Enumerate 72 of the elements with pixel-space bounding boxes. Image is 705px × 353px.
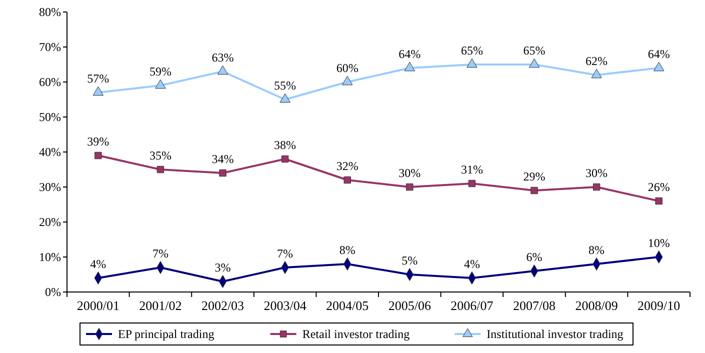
point bbox=[406, 183, 414, 191]
x-tick-label: 2006/07 bbox=[450, 298, 494, 313]
point bbox=[281, 155, 289, 163]
x-tick-label: 2005/06 bbox=[388, 298, 432, 313]
data-label: 7% bbox=[152, 246, 168, 260]
x-tick-label: 2003/04 bbox=[264, 298, 307, 313]
point bbox=[466, 58, 478, 68]
point bbox=[155, 79, 166, 89]
point bbox=[530, 186, 538, 194]
y-tick-label: 70% bbox=[39, 40, 61, 54]
point bbox=[342, 76, 353, 86]
point bbox=[156, 166, 164, 174]
data-label: 32% bbox=[336, 159, 358, 173]
x-tick-label: 2008/09 bbox=[575, 298, 618, 313]
data-label: 62% bbox=[586, 54, 608, 68]
point bbox=[280, 93, 290, 103]
point bbox=[591, 68, 602, 78]
x-tick-label: 2000/01 bbox=[76, 298, 120, 313]
data-label: 7% bbox=[277, 246, 294, 260]
data-label: 10% bbox=[648, 236, 670, 250]
data-label: 65% bbox=[460, 44, 483, 58]
data-label: 57% bbox=[87, 72, 110, 86]
data-label: 59% bbox=[149, 64, 172, 78]
y-tick-label: 80% bbox=[39, 5, 61, 20]
point bbox=[468, 180, 476, 188]
y-tick-label: 20% bbox=[39, 215, 61, 230]
data-label: 6% bbox=[526, 250, 542, 264]
data-label: 26% bbox=[648, 180, 670, 194]
data-label: 38% bbox=[274, 138, 296, 152]
point bbox=[404, 62, 415, 72]
x-tick-label: 2009/10 bbox=[638, 298, 680, 313]
data-label: 63% bbox=[212, 50, 234, 64]
x-tick-label: 2002/03 bbox=[201, 298, 244, 313]
x-tick-label: 2007/08 bbox=[512, 298, 556, 313]
data-label: 5% bbox=[402, 254, 418, 268]
y-tick-label: 0% bbox=[45, 285, 61, 300]
point bbox=[528, 58, 540, 68]
data-label: 4% bbox=[464, 257, 480, 271]
point bbox=[217, 65, 228, 75]
data-label: 64% bbox=[648, 47, 670, 61]
x-tick-label: 2001/02 bbox=[139, 298, 182, 313]
point bbox=[94, 152, 102, 160]
y-tick-label: 30% bbox=[39, 180, 61, 194]
data-label: 30% bbox=[398, 166, 421, 180]
y-tick-label: 40% bbox=[39, 145, 61, 160]
point bbox=[219, 169, 226, 177]
data-label: 3% bbox=[214, 260, 231, 274]
data-label: 8% bbox=[588, 243, 605, 257]
data-label: 65% bbox=[523, 44, 546, 58]
point bbox=[344, 176, 351, 184]
legend-label: EP principal trading bbox=[118, 327, 214, 342]
point bbox=[592, 183, 600, 191]
y-tick-label: 60% bbox=[39, 75, 61, 90]
data-label: 4% bbox=[90, 257, 106, 271]
data-label: 55% bbox=[274, 78, 296, 92]
point bbox=[655, 197, 662, 205]
data-label: 39% bbox=[87, 134, 110, 148]
point bbox=[654, 62, 664, 72]
point bbox=[92, 86, 104, 96]
data-label: 64% bbox=[398, 47, 421, 61]
data-label: 29% bbox=[523, 170, 546, 184]
legend-label: Retail investor trading bbox=[302, 327, 410, 342]
y-tick-label: 50% bbox=[39, 110, 61, 124]
data-label: 34% bbox=[212, 152, 234, 166]
data-label: 30% bbox=[586, 166, 608, 180]
data-label: 60% bbox=[336, 61, 358, 75]
legend-label: Institutional investor trading bbox=[486, 327, 624, 342]
data-label: 31% bbox=[460, 162, 483, 176]
data-label: 35% bbox=[149, 148, 172, 162]
x-tick-label: 2004/05 bbox=[326, 298, 369, 313]
y-tick-label: 10% bbox=[39, 250, 61, 264]
data-label: 8% bbox=[339, 243, 356, 257]
